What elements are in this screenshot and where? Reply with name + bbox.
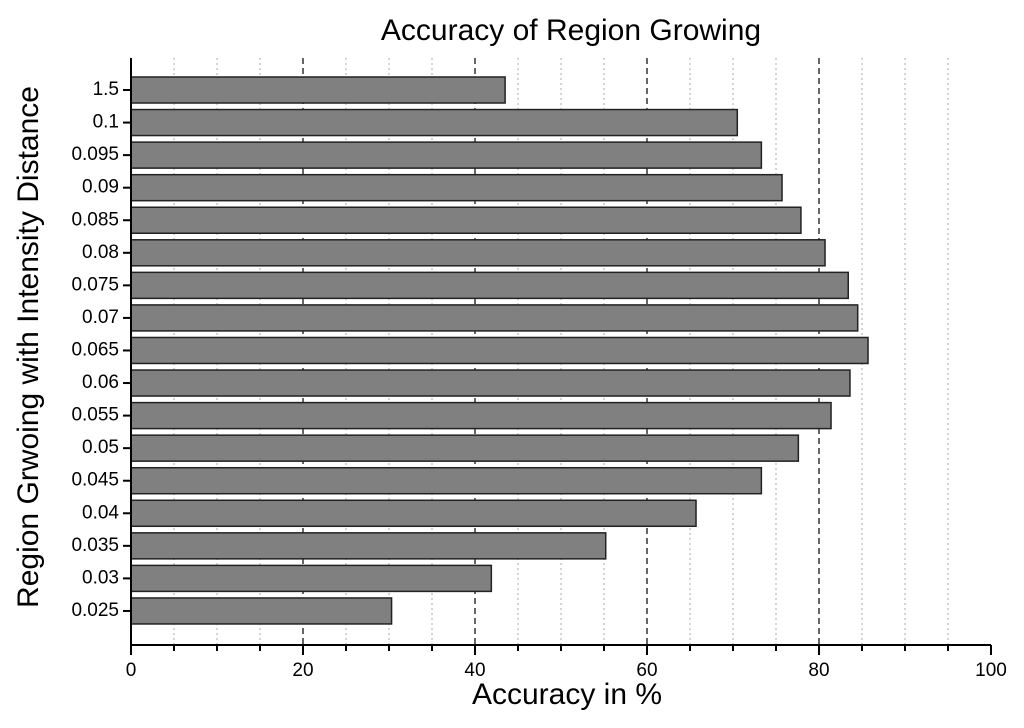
bar — [130, 173, 783, 202]
x-tick-label: 40 — [464, 660, 485, 681]
y-tick-label: 0.05 — [82, 437, 119, 458]
x-tick-label: 0 — [126, 660, 137, 681]
bar — [130, 304, 859, 332]
y-tick-label: 0.08 — [82, 242, 119, 263]
y-tick-label: 0.04 — [82, 502, 119, 523]
bar — [130, 532, 607, 560]
bar — [130, 336, 869, 365]
bar — [130, 239, 826, 267]
y-tick-label: 0.03 — [82, 567, 119, 588]
bar — [130, 271, 849, 300]
y-tick-label: 0.095 — [71, 144, 119, 165]
x-tick-label: 60 — [636, 660, 657, 681]
y-tick-label: 0.07 — [82, 307, 119, 328]
y-tick-label: 0.06 — [82, 372, 119, 393]
chart-title: Accuracy of Region Growing — [381, 14, 761, 47]
y-tick-label: 0.065 — [71, 339, 119, 360]
bar — [130, 141, 763, 169]
bar — [130, 401, 832, 430]
bar — [130, 108, 739, 137]
y-tick-label: 0.09 — [82, 177, 119, 198]
bar — [130, 76, 506, 104]
y-tick-label: 0.075 — [71, 274, 119, 295]
bar — [130, 466, 763, 495]
y-tick-label: 0.085 — [71, 209, 119, 230]
y-axis-label: Region Grwoing with Intensity Distance — [12, 86, 45, 608]
bar — [130, 499, 697, 528]
x-tick-label: 100 — [975, 660, 1007, 681]
y-tick-label: 0.1 — [93, 112, 119, 133]
y-tick-label: 0.035 — [71, 535, 119, 556]
y-tick-label: 0.025 — [71, 600, 119, 621]
x-tick-label: 20 — [292, 660, 313, 681]
y-tick-label: 0.055 — [71, 405, 119, 426]
bar — [130, 564, 493, 593]
y-tick-label: 1.5 — [93, 79, 119, 100]
x-tick-label: 80 — [808, 660, 829, 681]
y-tick-label: 0.045 — [71, 470, 119, 491]
bar — [130, 597, 393, 625]
bar — [130, 369, 851, 397]
bar — [130, 206, 802, 234]
x-axis-label: Accuracy in % — [472, 678, 662, 711]
bar — [130, 434, 800, 462]
